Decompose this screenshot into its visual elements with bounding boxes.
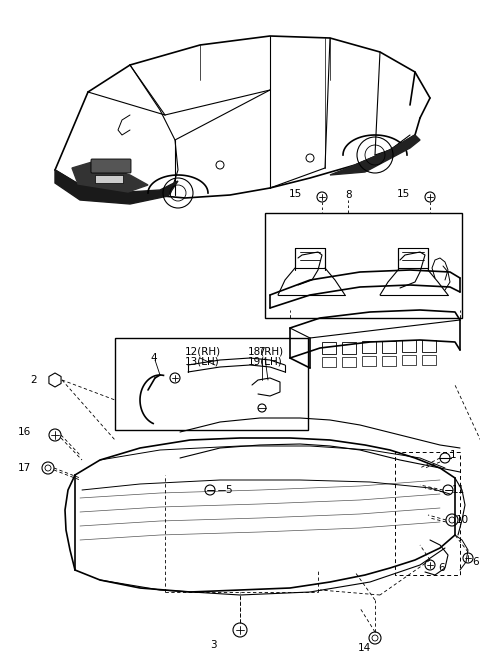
Text: 19(LH): 19(LH) bbox=[248, 357, 283, 367]
Text: 17: 17 bbox=[18, 463, 31, 473]
Bar bbox=[362, 356, 376, 366]
Text: 10: 10 bbox=[456, 515, 469, 525]
Bar bbox=[362, 341, 376, 353]
Text: 2: 2 bbox=[30, 375, 36, 385]
Bar bbox=[382, 340, 396, 352]
Bar bbox=[295, 248, 325, 268]
Bar bbox=[265, 213, 462, 318]
Text: 12(RH): 12(RH) bbox=[185, 347, 221, 357]
Polygon shape bbox=[72, 162, 148, 192]
Text: 14: 14 bbox=[358, 643, 371, 653]
Bar bbox=[342, 342, 356, 354]
Polygon shape bbox=[330, 135, 420, 175]
Bar bbox=[95, 175, 123, 183]
FancyBboxPatch shape bbox=[91, 159, 131, 173]
Text: 18(RH): 18(RH) bbox=[248, 347, 284, 357]
Text: 7: 7 bbox=[258, 347, 264, 357]
Bar bbox=[115, 338, 308, 430]
Text: 15: 15 bbox=[397, 189, 410, 199]
Bar bbox=[422, 354, 436, 364]
Bar bbox=[402, 355, 416, 365]
Bar bbox=[422, 340, 436, 352]
Text: 3: 3 bbox=[210, 640, 216, 650]
Text: 6: 6 bbox=[472, 557, 479, 567]
Text: 5: 5 bbox=[225, 485, 232, 495]
Text: 6: 6 bbox=[438, 563, 444, 573]
Bar bbox=[322, 342, 336, 354]
Text: 1: 1 bbox=[450, 450, 456, 460]
Bar bbox=[382, 356, 396, 366]
Bar bbox=[342, 356, 356, 366]
Text: 15: 15 bbox=[289, 189, 302, 199]
Polygon shape bbox=[55, 170, 178, 204]
Bar bbox=[398, 248, 428, 268]
Text: 13(LH): 13(LH) bbox=[185, 357, 220, 367]
Bar bbox=[402, 340, 416, 352]
Bar bbox=[322, 357, 336, 367]
Text: 11: 11 bbox=[452, 485, 465, 495]
Text: 8: 8 bbox=[345, 190, 352, 200]
Text: 16: 16 bbox=[18, 427, 31, 437]
Text: 4: 4 bbox=[150, 353, 156, 363]
